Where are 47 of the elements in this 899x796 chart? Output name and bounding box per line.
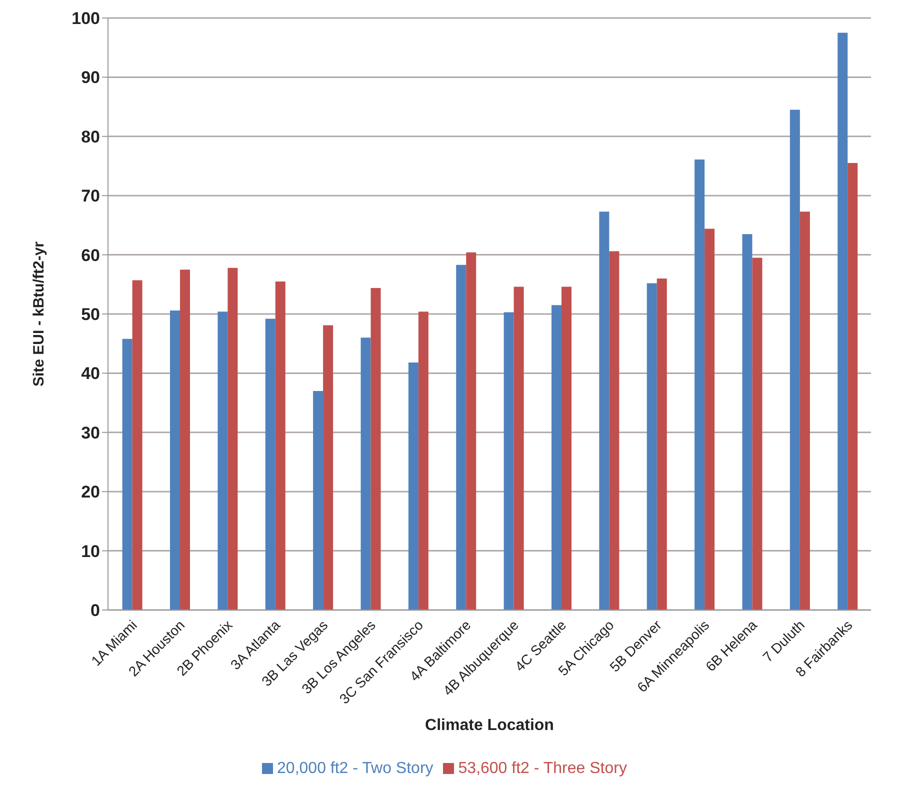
bar	[599, 212, 610, 610]
bar	[704, 228, 715, 610]
bar	[180, 270, 190, 610]
y-tick-label: 50	[81, 305, 100, 324]
bar	[504, 312, 514, 610]
bar	[218, 312, 228, 610]
x-axis-title: Climate Location	[425, 717, 554, 734]
bar	[313, 390, 324, 610]
bar	[551, 305, 562, 610]
bar	[132, 280, 142, 610]
bar	[408, 362, 418, 610]
bar	[323, 325, 334, 610]
y-tick-label: 10	[81, 542, 100, 561]
bar	[752, 258, 762, 610]
bar	[609, 251, 620, 610]
y-tick-label: 0	[90, 601, 100, 620]
bar	[370, 288, 381, 610]
bar	[561, 286, 572, 610]
y-tick-label: 20	[81, 482, 100, 502]
y-tick-label: 100	[72, 9, 100, 28]
y-tick-label: 70	[81, 186, 100, 206]
bar	[265, 318, 276, 610]
bar	[360, 338, 371, 610]
bar	[742, 234, 752, 610]
bar	[800, 212, 810, 610]
bar	[170, 310, 180, 610]
bar	[466, 252, 476, 610]
bar	[656, 278, 667, 610]
bar	[514, 286, 524, 610]
y-tick-label: 60	[81, 246, 100, 265]
legend-label: 53,600 ft2 - Three Story	[458, 760, 627, 777]
bar	[122, 338, 132, 610]
bar	[838, 32, 848, 610]
bar	[646, 283, 657, 610]
y-tick-label: 40	[81, 364, 100, 384]
bar	[694, 159, 705, 610]
y-axis-title: Site EUI - kBtu/ft2-yr	[30, 241, 48, 387]
bar	[418, 312, 428, 610]
bar	[275, 281, 286, 610]
bar	[790, 110, 800, 610]
bar	[848, 163, 858, 610]
legend-label: 20,000 ft2 - Two Story	[277, 760, 434, 777]
bar	[456, 264, 466, 610]
y-tick-label: 90	[81, 68, 100, 88]
bar	[228, 268, 238, 610]
y-tick-label: 80	[81, 127, 100, 146]
y-tick-label: 30	[81, 423, 100, 442]
